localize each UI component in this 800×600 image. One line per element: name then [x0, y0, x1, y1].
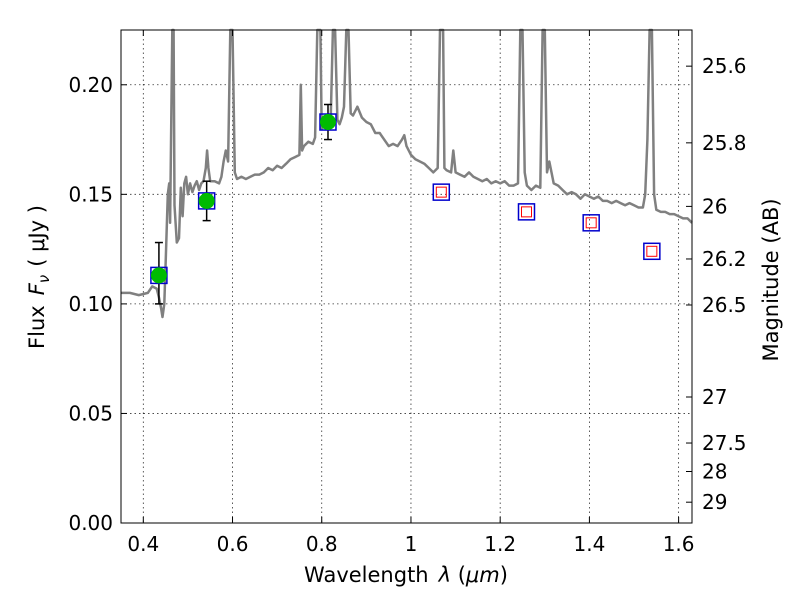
model-box — [582, 214, 600, 232]
observed-marker — [150, 267, 167, 284]
x-axis-label: Wavelength λ (μm) — [304, 563, 508, 587]
spectrum-line — [121, 28, 693, 319]
y-tick-label: 0.05 — [68, 401, 113, 425]
right-axis-label: Magnitude (AB) — [759, 198, 783, 361]
x-tick-label: 0.6 — [217, 532, 249, 556]
y-tick-label: 0.15 — [68, 182, 113, 206]
model-inner-box — [646, 245, 658, 257]
y-tick-label: 0.00 — [68, 511, 113, 535]
model-point — [643, 242, 661, 261]
y-tick-label: 0.20 — [68, 73, 113, 97]
model-inner-box — [585, 217, 597, 229]
observed-point — [197, 180, 216, 222]
right-tick-label: 29 — [702, 490, 727, 514]
x-tick-label: 1.4 — [573, 532, 605, 556]
model-box — [517, 203, 536, 221]
right-tick-label: 27 — [702, 385, 727, 409]
right-tick-label: 27.5 — [702, 431, 747, 455]
y-axis-ticks: 0.00 0.05 0.10 0.15 0.20 — [68, 73, 127, 535]
x-tick-label: 1 — [405, 532, 418, 556]
right-tick-label: 26.2 — [702, 247, 747, 271]
x-tick-label: 0.8 — [306, 532, 338, 556]
plot-frame — [120, 29, 693, 524]
y-tick-label: 0.10 — [68, 292, 113, 316]
spectrum-layer — [121, 28, 693, 319]
data-points-layer — [150, 103, 661, 305]
grid-lines — [121, 30, 692, 524]
x-tick-label: 1.2 — [484, 532, 516, 556]
right-axis-ticks: 25.6 25.8 26 26.2 26.5 27 27.5 28 29 — [686, 54, 747, 514]
model-box — [643, 242, 661, 261]
right-tick-label: 26.5 — [702, 293, 747, 317]
x-tick-label: 1.6 — [663, 532, 695, 556]
right-tick-label: 26 — [702, 194, 727, 218]
observed-point — [150, 241, 168, 305]
observed-point — [319, 103, 337, 141]
model-point — [517, 203, 536, 221]
right-tick-label: 25.8 — [702, 131, 747, 155]
model-point — [432, 183, 451, 201]
x-tick-label: 0.4 — [127, 532, 159, 556]
y-axis-label: FluxFν( μJy ) — [25, 205, 53, 349]
model-inner-box — [520, 206, 532, 218]
observed-marker — [319, 114, 336, 131]
model-box — [432, 183, 451, 201]
model-point — [582, 214, 600, 232]
observed-marker — [198, 192, 215, 209]
x-axis-ticks: 0.4 0.6 0.8 1 1.2 1.4 1.6 — [127, 30, 695, 556]
right-tick-label: 28 — [702, 460, 727, 484]
model-inner-box — [435, 186, 447, 198]
right-tick-label: 25.6 — [702, 54, 747, 78]
